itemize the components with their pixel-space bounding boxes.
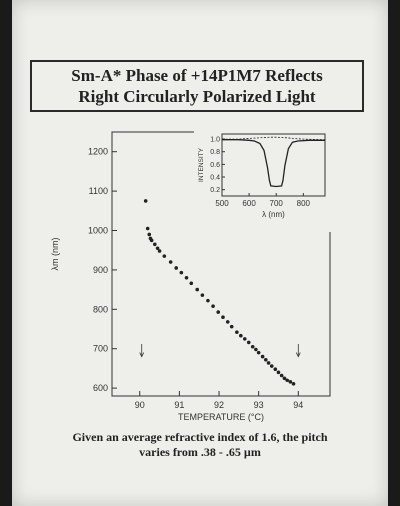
data-point — [145, 226, 150, 231]
main-axis-ticks: 90 91 92 93 94 600 700 800 900 1000 1100 1200 — [88, 147, 303, 410]
data-point — [189, 281, 194, 286]
inset-y-axis-label: INTENSITY — [198, 147, 205, 182]
data-point — [282, 376, 287, 381]
y-tick-label: 1000 — [88, 226, 108, 236]
data-point — [149, 238, 154, 243]
data-point — [157, 249, 162, 253]
inset-dashed-line — [222, 136, 326, 141]
data-point — [147, 232, 152, 237]
data-point — [250, 344, 255, 349]
data-point — [246, 340, 251, 345]
main-data-points — [143, 199, 296, 386]
inset-plot-frame — [221, 133, 326, 197]
data-point — [216, 310, 221, 314]
arrow-head — [139, 352, 145, 358]
inset-x-tick-label: 600 — [242, 199, 256, 208]
data-point — [211, 304, 215, 308]
caption-line-2: varies from .38 - .65 µm — [139, 445, 261, 459]
data-point — [239, 333, 243, 338]
data-point — [273, 367, 278, 372]
inset-axis-ticks: 500 600 700 800 0.2 0.4 0.6 0.8 1.0 — [210, 137, 310, 208]
inset-y-tick-label: 0.4 — [210, 175, 220, 182]
inset-x-tick-label: 700 — [270, 199, 284, 208]
inset-x-tick-label: 500 — [215, 199, 229, 208]
y-tick-label: 700 — [93, 344, 108, 354]
x-tick-label: 92 — [214, 400, 224, 410]
slide: Sm-A* Phase of +14P1M7 Reflects Right Ci… — [12, 0, 388, 506]
main-scatter-chart: 90 91 92 93 94 600 700 800 900 1000 1100 1200 TEMPE… — [50, 131, 331, 422]
title-line-2: Right Circularly Polarized Light — [78, 87, 316, 106]
data-point — [288, 380, 293, 384]
y-tick-label: 1200 — [88, 147, 108, 157]
data-point — [162, 254, 167, 258]
y-tick-label: 1100 — [89, 186, 108, 196]
data-point — [184, 275, 189, 280]
data-point — [291, 381, 296, 386]
data-point — [206, 298, 210, 303]
main-arrows — [139, 343, 301, 358]
y-tick-label: 800 — [93, 304, 108, 314]
data-point — [195, 287, 200, 292]
x-tick-label: 94 — [293, 400, 303, 410]
data-point — [168, 260, 173, 264]
inset-y-tick-label: 1.0 — [210, 137, 220, 144]
y-tick-label: 600 — [93, 383, 108, 393]
inset-y-tick-label: 0.2 — [210, 187, 220, 194]
inset-spectrum-chart: 500 600 700 800 0.2 0.4 0.6 0.8 1.0 λ (nm) INTEN… — [194, 130, 331, 232]
data-point — [254, 347, 258, 352]
main-y-axis-label: λm (nm) — [50, 238, 60, 271]
data-point — [235, 330, 239, 334]
x-tick-label: 93 — [254, 400, 264, 410]
chart-figure: 90 91 92 93 94 600 700 800 900 1000 1100 1200 TEMPE… — [50, 130, 331, 422]
caption-line-1: Given an average refractive index of 1.6… — [72, 430, 328, 444]
data-point — [143, 199, 148, 203]
title-box: Sm-A* Phase of +14P1M7 Reflects Right Ci… — [30, 60, 364, 112]
inset-y-tick-label: 0.6 — [210, 162, 220, 169]
data-point — [200, 293, 205, 297]
data-point — [276, 370, 281, 375]
data-point — [263, 357, 268, 362]
data-point — [221, 315, 225, 319]
data-point — [179, 270, 184, 275]
y-tick-label: 900 — [93, 265, 108, 275]
caption: Given an average refractive index of 1.6… — [12, 430, 388, 460]
x-tick-label: 90 — [135, 400, 145, 410]
inset-solid-line — [222, 139, 325, 188]
data-point — [229, 324, 234, 329]
arrow-head — [295, 352, 301, 358]
data-point — [285, 378, 289, 383]
inset-y-tick-label: 0.8 — [210, 149, 220, 156]
data-point — [153, 242, 157, 247]
data-point — [256, 350, 261, 355]
data-point — [174, 266, 179, 270]
inset-series-lines — [222, 136, 326, 188]
data-point — [155, 246, 160, 251]
inset-x-axis-label: λ (nm) — [262, 210, 285, 219]
data-point — [242, 337, 247, 341]
inset-x-tick-label: 800 — [297, 199, 311, 208]
x-tick-label: 91 — [174, 400, 184, 410]
data-point — [225, 320, 230, 324]
data-point — [269, 364, 274, 368]
data-point — [266, 361, 271, 365]
title-line-1: Sm-A* Phase of +14P1M7 Reflects — [71, 66, 323, 85]
main-x-axis-label: TEMPERATURE (°C) — [178, 412, 264, 422]
data-point — [279, 373, 284, 378]
data-point — [260, 354, 265, 359]
